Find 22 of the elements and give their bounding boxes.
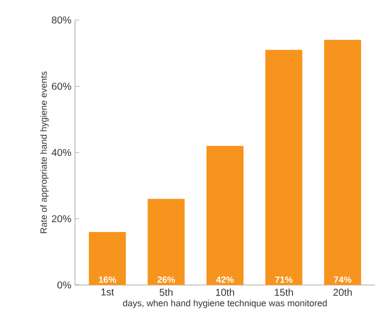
y-tick-label: 0% <box>57 281 72 289</box>
x-axis-title: days, when hand hygiene technique was monitored <box>123 300 327 308</box>
bar <box>324 40 362 285</box>
y-axis-title: Rate of appropriate hand hygiene events <box>40 72 49 234</box>
y-tick-label: 80% <box>52 16 72 24</box>
bar <box>206 146 244 285</box>
y-tick-label: 40% <box>52 148 72 156</box>
x-tick-label: 20th <box>333 288 352 296</box>
data-label: 16% <box>98 276 116 283</box>
data-label: 71% <box>275 276 293 283</box>
x-tick-label: 5th <box>160 288 172 296</box>
bar <box>265 50 302 285</box>
y-tick-label: 60% <box>52 82 72 90</box>
x-tick-label: 1st <box>101 288 114 296</box>
bar <box>88 232 126 285</box>
y-tick-label: 20% <box>52 215 72 222</box>
data-label: 26% <box>157 276 175 283</box>
bar <box>148 198 185 285</box>
x-tick-label: 15th <box>274 288 293 296</box>
data-label: 74% <box>334 276 352 283</box>
x-tick-label: 10th <box>216 288 234 296</box>
data-label: 42% <box>216 276 234 283</box>
